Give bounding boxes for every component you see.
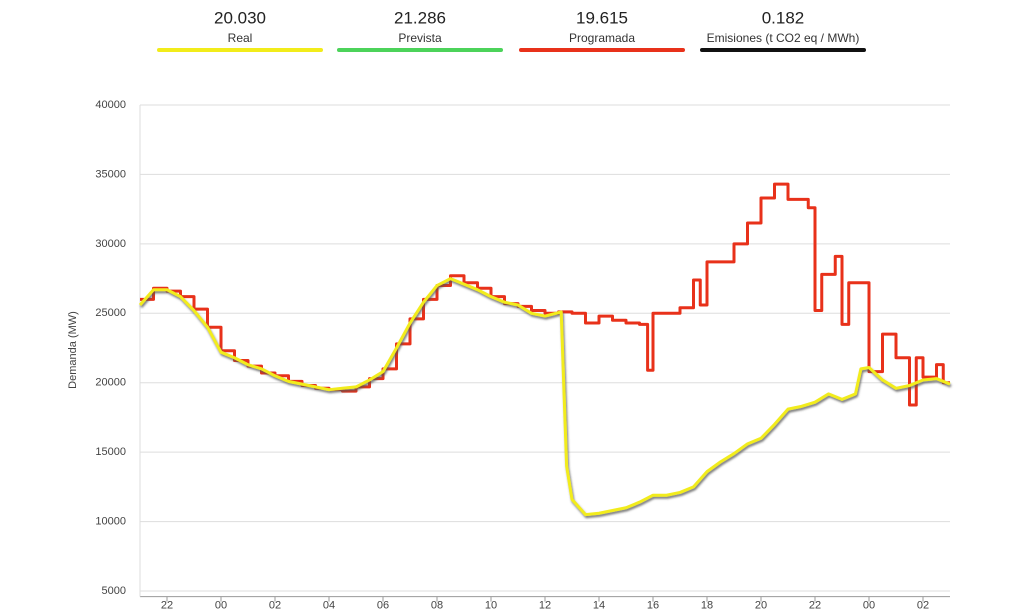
x-tick-label: 14 bbox=[593, 600, 605, 612]
x-tick-label: 02 bbox=[917, 600, 929, 612]
legend-swatch bbox=[337, 48, 503, 52]
x-tick-label: 04 bbox=[323, 600, 335, 612]
y-tick-label: 20000 bbox=[95, 377, 126, 389]
y-tick-label: 35000 bbox=[95, 168, 126, 180]
summary-value: 21.286 bbox=[394, 8, 446, 27]
y-tick-label: 40000 bbox=[95, 99, 126, 111]
x-tick-label: 12 bbox=[539, 600, 551, 612]
y-tick-label: 5000 bbox=[102, 585, 126, 597]
legend-swatch bbox=[519, 48, 685, 52]
summary-value: 0.182 bbox=[762, 8, 805, 27]
legend-swatch bbox=[700, 48, 866, 52]
x-tick-label: 00 bbox=[215, 600, 227, 612]
summary-value: 19.615 bbox=[576, 8, 628, 27]
summary-value: 20.030 bbox=[214, 8, 266, 27]
x-tick-label: 20 bbox=[755, 600, 767, 612]
x-tick-label: 08 bbox=[431, 600, 443, 612]
legend-label: Real bbox=[228, 31, 253, 45]
legend-label: Emisiones (t CO2 eq / MWh) bbox=[707, 31, 860, 45]
x-tick-label: 22 bbox=[809, 600, 821, 612]
x-tick-label: 06 bbox=[377, 600, 389, 612]
x-tick-label: 22 bbox=[161, 600, 173, 612]
legend-label: Programada bbox=[569, 31, 635, 45]
x-tick-label: 02 bbox=[269, 600, 281, 612]
y-tick-label: 25000 bbox=[95, 307, 126, 319]
x-tick-label: 10 bbox=[485, 600, 497, 612]
y-axis-label: Demanda (MW) bbox=[67, 311, 79, 389]
x-tick-label: 18 bbox=[701, 600, 713, 612]
legend-label: Prevista bbox=[398, 31, 442, 45]
y-tick-label: 15000 bbox=[95, 446, 126, 458]
x-tick-label: 00 bbox=[863, 600, 875, 612]
legend-swatch bbox=[157, 48, 323, 52]
x-tick-label: 16 bbox=[647, 600, 659, 612]
y-tick-label: 10000 bbox=[95, 516, 126, 528]
series-line bbox=[138, 277, 951, 517]
y-tick-label: 30000 bbox=[95, 238, 126, 250]
series-line bbox=[140, 182, 950, 407]
